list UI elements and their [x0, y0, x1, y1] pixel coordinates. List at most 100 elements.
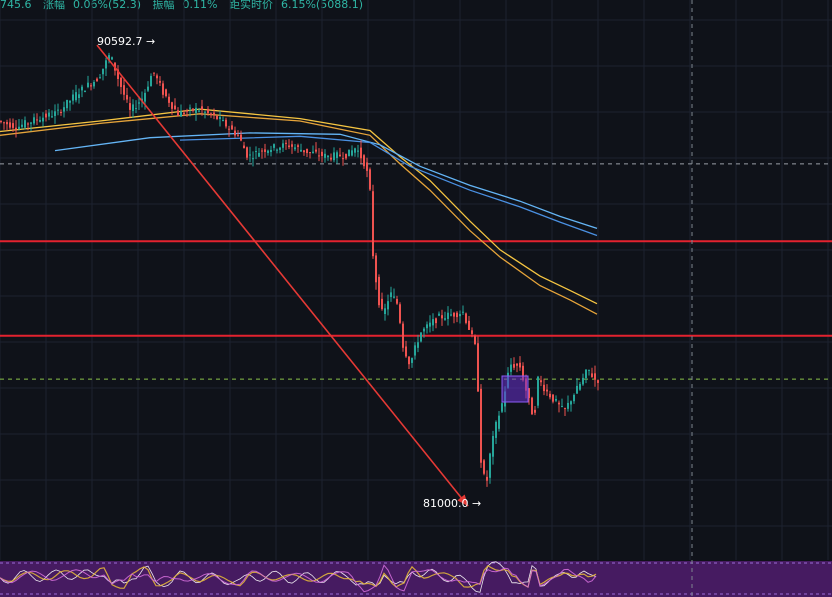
low-price-label: 81000.0 → — [423, 497, 481, 510]
candle-body — [435, 318, 437, 324]
candle-body — [555, 399, 557, 401]
candle-body — [399, 304, 401, 323]
candle-body — [207, 108, 209, 113]
candle-body — [204, 111, 206, 113]
candle-body — [288, 145, 290, 148]
trend-arrow-line — [96, 44, 469, 507]
candle-body — [486, 476, 488, 481]
candle-body — [594, 373, 596, 380]
candle-body — [153, 72, 155, 74]
candle-body — [531, 397, 533, 415]
candle-body — [162, 83, 164, 95]
candle-body — [381, 298, 383, 310]
candle-body — [510, 364, 512, 372]
candle-body — [90, 85, 92, 87]
candle-body — [171, 102, 173, 109]
candle-body — [369, 169, 371, 190]
candle-body — [384, 308, 386, 314]
candle-body — [246, 147, 248, 158]
candle-body — [315, 149, 317, 152]
indicator-panel — [0, 561, 832, 597]
candle-body — [255, 151, 257, 153]
candle-body — [33, 117, 35, 124]
indicator-band — [0, 561, 832, 597]
candle-body — [420, 332, 422, 342]
candle-body — [117, 69, 119, 79]
candle-body — [306, 148, 308, 154]
candle-body — [429, 322, 431, 327]
candle-body — [51, 116, 53, 118]
candle-body — [516, 363, 518, 366]
candle-body — [138, 102, 140, 104]
candle-body — [273, 144, 275, 148]
candle-body — [9, 122, 11, 128]
candle-body — [165, 89, 167, 97]
candle-body — [357, 150, 359, 152]
candle-body — [186, 110, 188, 112]
change-label: 涨幅 — [43, 0, 65, 11]
candle-body — [414, 345, 416, 356]
candle-body — [336, 152, 338, 159]
moving-average-line — [0, 113, 598, 315]
candle-body — [240, 134, 242, 141]
candle-body — [231, 125, 233, 130]
candle-body — [591, 373, 593, 377]
candle-body — [345, 153, 347, 159]
trend-arrow-layer — [96, 44, 469, 507]
candle-body — [135, 108, 137, 110]
candle-body — [159, 80, 161, 83]
candle-body — [27, 123, 29, 125]
candle-body — [537, 376, 539, 406]
candle-body — [363, 155, 365, 167]
candle-body — [72, 94, 74, 101]
candle-body — [411, 358, 413, 363]
candle-body — [327, 155, 329, 158]
candle-body — [585, 369, 587, 378]
candle-body — [396, 298, 398, 304]
candle-body — [24, 120, 26, 128]
candle-body — [462, 311, 464, 313]
candle-body — [309, 152, 311, 154]
candle-body — [42, 117, 44, 122]
candle-body — [63, 107, 65, 112]
candle-body — [189, 107, 191, 109]
candle-body — [441, 315, 443, 319]
candle-body — [21, 124, 23, 127]
candle-body — [426, 324, 428, 329]
candle-body — [570, 401, 572, 405]
candle-body — [438, 313, 440, 316]
candle-body — [39, 120, 41, 122]
candle-body — [120, 77, 122, 87]
candle-body — [234, 130, 236, 136]
candle-body — [564, 408, 566, 410]
candle-body — [0, 121, 2, 123]
candle-body — [264, 149, 266, 152]
amplitude-value: 0.11% — [182, 0, 218, 11]
candle-body — [270, 149, 272, 153]
candle-body — [96, 78, 98, 82]
moving-average-lines — [0, 108, 598, 315]
candle-body — [18, 126, 20, 130]
candle-body — [489, 453, 491, 478]
candle-body — [282, 143, 284, 148]
candle-body — [84, 90, 86, 93]
grid-layer — [0, 0, 832, 560]
candle-body — [30, 122, 32, 124]
candle-body — [201, 106, 203, 111]
candle-body — [498, 415, 500, 429]
candle-body — [156, 75, 158, 79]
candle-body — [297, 145, 299, 147]
candle-body — [372, 191, 374, 257]
candle-body — [93, 82, 95, 87]
candle-body — [519, 362, 521, 368]
indicator-line — [0, 564, 597, 593]
candle-body — [87, 82, 89, 88]
moving-average-line — [0, 108, 598, 305]
candle-body — [123, 85, 125, 95]
candle-body — [342, 158, 344, 160]
candle-body — [75, 92, 77, 101]
candle-body — [177, 110, 179, 116]
candle-body — [375, 255, 377, 283]
